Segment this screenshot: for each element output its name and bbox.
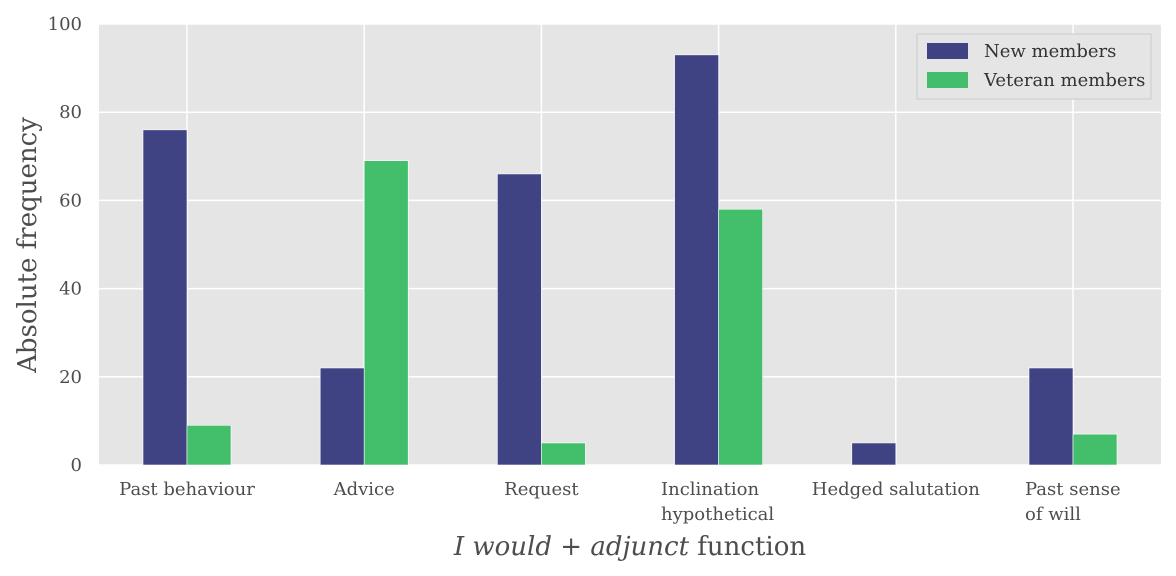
bar-veteran-members-5 xyxy=(1072,433,1118,466)
x-tick-label-line: Inclination xyxy=(661,479,759,500)
legend-swatch-new-members xyxy=(927,43,968,59)
bars xyxy=(142,54,1118,466)
legend-swatch-veteran-members xyxy=(927,72,968,88)
x-axis-label-plain: function xyxy=(689,532,806,562)
x-tick-label: Request xyxy=(504,479,579,500)
y-axis-label: Absolute frequency xyxy=(13,117,43,374)
x-axis-label: I would + adjunct function xyxy=(453,532,807,562)
legend: New members Veteran members xyxy=(916,33,1152,100)
x-tick-label-line: Hedged salutation xyxy=(812,479,980,500)
y-tick-label: 100 xyxy=(48,14,82,35)
bar-new-members-5 xyxy=(1028,367,1074,466)
x-tick-label-line: hypothetical xyxy=(661,504,774,525)
x-axis-label-italic: I would + adjunct xyxy=(453,532,690,562)
bar-new-members-0 xyxy=(142,129,188,466)
bar-new-members-3 xyxy=(674,54,719,466)
legend-label: Veteran members xyxy=(983,70,1145,91)
x-tick-label: Advice xyxy=(333,479,395,500)
legend-label: New members xyxy=(984,41,1116,62)
x-tick-label: Hedged salutation xyxy=(812,479,980,500)
x-tick-label-line: Past sense xyxy=(1025,479,1121,500)
y-tick-label: 0 xyxy=(71,455,82,476)
x-tick-label-line: Past behaviour xyxy=(119,479,255,500)
bar-new-members-4 xyxy=(851,442,897,466)
y-tick-label: 80 xyxy=(59,102,82,123)
y-tick-labels: 0 20 40 60 80 100 xyxy=(48,14,82,476)
x-tick-label: Past behaviour xyxy=(119,479,255,500)
x-tick-labels: Past behaviour Advice Request Inclination hy… xyxy=(119,479,1120,525)
bar-veteran-members-2 xyxy=(541,442,586,466)
y-tick-label: 60 xyxy=(59,190,82,211)
x-tick-label-line: Advice xyxy=(333,479,395,500)
x-tick-label-line: Request xyxy=(504,479,579,500)
y-tick-label: 20 xyxy=(59,367,82,388)
x-tick-label: Inclination hypothetical xyxy=(661,479,774,525)
bar-new-members-2 xyxy=(497,173,542,466)
bar-veteran-members-0 xyxy=(186,425,232,466)
x-tick-label-line: of will xyxy=(1025,504,1081,525)
bar-new-members-1 xyxy=(319,367,365,466)
y-tick-label: 40 xyxy=(59,279,82,300)
bar-veteran-members-3 xyxy=(718,208,763,466)
bar-veteran-members-1 xyxy=(363,160,409,466)
x-tick-label: Past sense of will xyxy=(1025,479,1121,525)
